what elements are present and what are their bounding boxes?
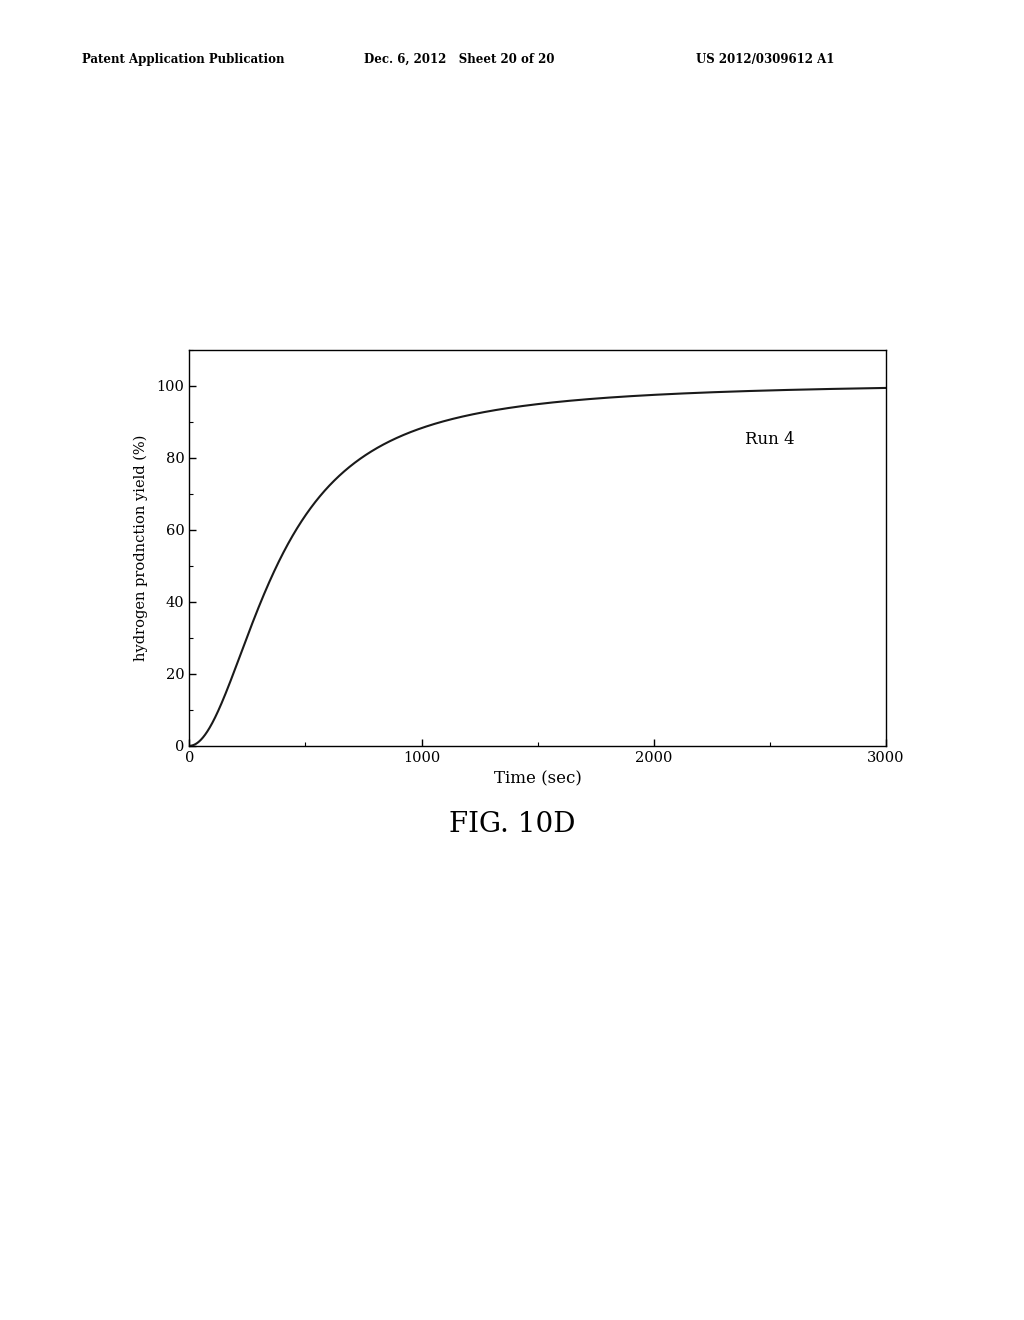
Text: US 2012/0309612 A1: US 2012/0309612 A1: [696, 53, 835, 66]
Y-axis label: hydrogen prodnction yield (%): hydrogen prodnction yield (%): [134, 434, 148, 661]
Text: Dec. 6, 2012   Sheet 20 of 20: Dec. 6, 2012 Sheet 20 of 20: [364, 53, 554, 66]
Text: Run 4: Run 4: [744, 432, 795, 449]
Text: FIG. 10D: FIG. 10D: [449, 812, 575, 838]
Text: Patent Application Publication: Patent Application Publication: [82, 53, 285, 66]
X-axis label: Time (sec): Time (sec): [494, 770, 582, 787]
